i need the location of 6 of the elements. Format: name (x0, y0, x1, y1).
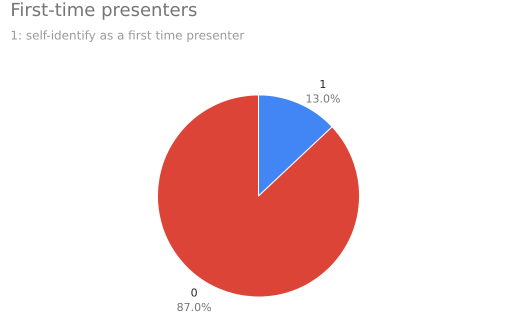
data-label: 87.0% (176, 300, 212, 314)
slice-label: 1 (319, 78, 326, 92)
chart-title: First-time presenters (10, 0, 198, 21)
data-label: 13.0% (305, 92, 340, 106)
chart-subtitle: 1: self-identify as a first time presenter (10, 28, 244, 42)
slice-label: 0 (190, 286, 198, 300)
